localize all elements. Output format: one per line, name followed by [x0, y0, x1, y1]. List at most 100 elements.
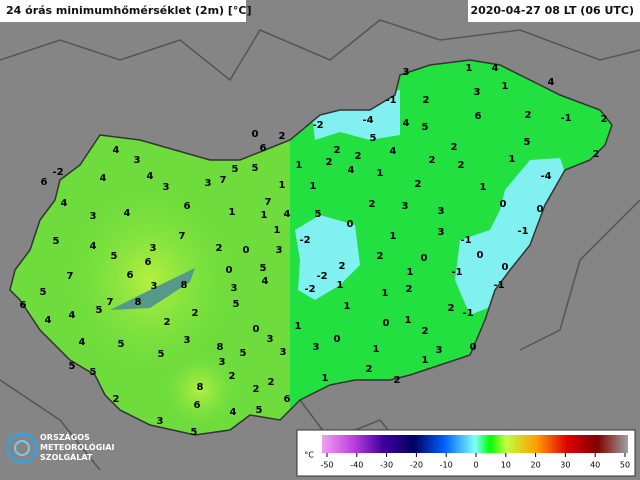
station-value: 7: [220, 175, 227, 186]
station-value: 5: [118, 339, 125, 350]
station-value: 5: [53, 236, 60, 247]
station-value: 8: [217, 342, 224, 353]
station-value: 3: [438, 206, 445, 217]
station-value: 0: [226, 265, 233, 276]
station-value: 4: [548, 77, 555, 88]
station-value: 0: [383, 318, 390, 329]
station-value: 6: [127, 270, 134, 281]
station-value: 1: [509, 154, 516, 165]
station-value: 8: [197, 382, 204, 393]
colorbar-unit: °C: [304, 451, 314, 460]
station-value: 2: [192, 308, 199, 319]
station-value: 0: [243, 245, 250, 256]
station-value: 3: [474, 87, 481, 98]
station-value: 1: [344, 301, 351, 312]
station-value: 6: [184, 201, 191, 212]
station-value: 4: [403, 118, 410, 129]
station-value: 5: [315, 209, 322, 220]
station-value: 3: [276, 245, 283, 256]
station-value: 3: [163, 182, 170, 193]
logo-text: ORSZÁGOS: [40, 431, 90, 442]
station-value: -1: [385, 95, 396, 106]
station-value: 5: [40, 287, 47, 298]
station-value: 6: [145, 257, 152, 268]
station-value: 6: [475, 111, 482, 122]
station-value: 4: [348, 165, 355, 176]
station-value: 0: [347, 219, 354, 230]
station-value: 0: [253, 324, 260, 335]
station-value: 3: [402, 201, 409, 212]
station-value: 1: [373, 344, 380, 355]
station-value: 2: [253, 384, 260, 395]
tick-label: 20: [531, 461, 541, 470]
title-box: [0, 0, 246, 22]
station-value: 5: [260, 263, 267, 274]
station-value: 5: [90, 367, 97, 378]
title: 24 órás minimumhőmérséklet (2m) [°C]: [6, 4, 252, 17]
station-value: 4: [113, 145, 120, 156]
station-value: 0: [502, 262, 509, 273]
station-value: 7: [265, 197, 272, 208]
station-value: 4: [61, 198, 68, 209]
station-value: 2: [355, 151, 362, 162]
station-value: 5: [256, 405, 263, 416]
station-value: 2: [339, 261, 346, 272]
tick-label: 30: [560, 461, 570, 470]
tick-label: -50: [320, 461, 333, 470]
station-value: 5: [370, 133, 377, 144]
station-value: 4: [45, 315, 52, 326]
station-value: -1: [517, 226, 528, 237]
station-value: 2: [429, 155, 436, 166]
station-value: 1: [295, 321, 302, 332]
tick-label: -40: [350, 461, 363, 470]
colorbar: [322, 435, 628, 453]
station-value: 2: [448, 303, 455, 314]
station-value: 1: [261, 210, 268, 221]
station-value: 6: [41, 177, 48, 188]
tick-label: -30: [380, 461, 393, 470]
station-value: 3: [280, 347, 287, 358]
station-value: 5: [191, 427, 198, 438]
station-value: 1: [480, 182, 487, 193]
station-value: 0: [477, 250, 484, 261]
station-value: 2: [164, 317, 171, 328]
station-value: -2: [316, 271, 327, 282]
station-value: 1: [322, 373, 329, 384]
station-value: 2: [268, 377, 275, 388]
tick-label: 0: [473, 461, 478, 470]
station-value: 7: [179, 231, 186, 242]
station-value: 7: [67, 271, 74, 282]
station-value: -2: [299, 235, 310, 246]
station-value: -1: [462, 308, 473, 319]
station-value: -4: [540, 171, 551, 182]
station-value: 4: [69, 310, 76, 321]
station-value: 7: [107, 297, 114, 308]
station-value: 3: [205, 178, 212, 189]
station-value: 1: [422, 355, 429, 366]
station-value: 4: [492, 63, 499, 74]
station-value: 2: [113, 394, 120, 405]
station-value: 8: [135, 297, 142, 308]
logo-text: METEOROLÓGIAI: [40, 441, 114, 452]
station-value: 3: [267, 334, 274, 345]
station-value: 4: [262, 276, 269, 287]
station-value: 4: [124, 208, 131, 219]
logo-text: SZOLGÁLAT: [40, 451, 93, 462]
station-value: 2: [216, 243, 223, 254]
station-value: 6: [284, 394, 291, 405]
station-value: 2: [601, 114, 608, 125]
station-value: 4: [230, 407, 237, 418]
station-value: 1: [279, 180, 286, 191]
station-value: 2: [525, 110, 532, 121]
station-value: 6: [194, 400, 201, 411]
station-value: 3: [403, 67, 410, 78]
station-value: 1: [229, 207, 236, 218]
station-value: 0: [500, 199, 507, 210]
station-value: 3: [90, 211, 97, 222]
station-value: 1: [382, 288, 389, 299]
station-value: 6: [20, 300, 27, 311]
station-value: 1: [405, 315, 412, 326]
station-value: 1: [377, 168, 384, 179]
station-value: 3: [313, 342, 320, 353]
